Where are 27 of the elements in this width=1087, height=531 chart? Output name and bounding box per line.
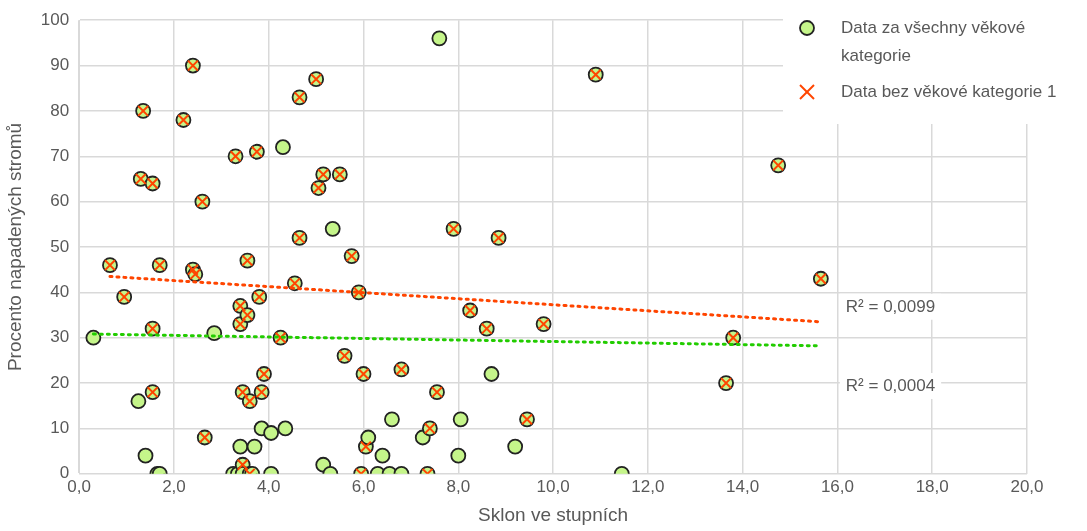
x-tick-label: 8,0 <box>446 476 471 496</box>
x-tick-label: 12,0 <box>631 476 665 496</box>
x-tick-label: 18,0 <box>915 476 949 496</box>
legend-label: Data za všechny věkové kategorie <box>841 17 1027 67</box>
x-tick-label: 0,0 <box>67 476 91 496</box>
x-tick-label: 2,0 <box>162 476 186 496</box>
y-tick-label: 50 <box>50 236 70 256</box>
y-tick-label: 90 <box>50 55 70 75</box>
x-axis-title: Sklon ve stupních <box>478 503 629 525</box>
x-tick-label: 20,0 <box>1010 476 1044 496</box>
y-tick-label: 80 <box>50 100 70 120</box>
annotation: R² = 0,0004 <box>845 375 936 395</box>
y-tick-label: 60 <box>50 191 70 211</box>
x-tick-label: 4,0 <box>256 476 281 496</box>
legend-label: Data bez věkové kategorie 1 <box>841 81 1057 103</box>
x-tick-label: 14,0 <box>726 476 760 496</box>
y-tick-label: 100 <box>40 9 70 29</box>
y-tick-label: 30 <box>50 327 70 347</box>
y-tick-label: 40 <box>50 282 70 302</box>
y-tick-label: 70 <box>50 145 70 165</box>
x-tick-label: 10,0 <box>536 476 570 496</box>
x-tick-label: 6,0 <box>351 476 376 496</box>
y-tick-label: 20 <box>50 372 70 392</box>
y-tick-label: 10 <box>50 418 70 438</box>
annotation: R² = 0,0099 <box>845 296 936 316</box>
y-axis-title: Procento napadených stromů <box>3 122 25 372</box>
x-tick-label: 16,0 <box>820 476 854 496</box>
